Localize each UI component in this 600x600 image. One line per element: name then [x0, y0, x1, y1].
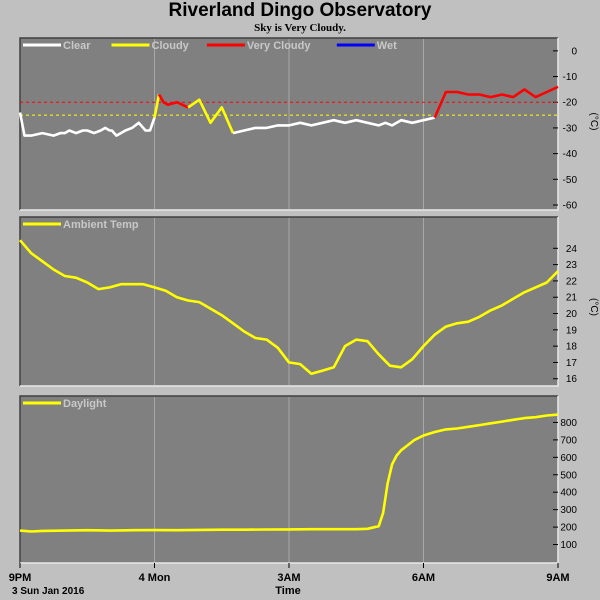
y-tick-label: 17: [566, 358, 578, 369]
y-tick-label: 18: [566, 342, 578, 353]
panel-bevel-shadow: [19, 37, 558, 210]
x-tick-label: 4 Mon: [139, 572, 171, 584]
legend-label: Clear: [63, 40, 91, 52]
y-tick-label: 700: [560, 435, 577, 446]
chart-panel-3: 800 700 600 500 400 300 200 100 Daylight: [19, 395, 577, 564]
chart-panel-2: 24 23 22 21 20 19 18 17 16 (°C) Ambient Temp: [19, 216, 599, 387]
page-title: Riverland Dingo Observatory: [168, 0, 432, 21]
series-line: [153, 94, 161, 118]
y-axis-label: (°C): [588, 298, 599, 316]
x-tick-label: 9PM: [9, 572, 32, 584]
y-tick-label: 200: [560, 523, 577, 534]
panel-bevel-light: [20, 38, 559, 211]
y-tick-label: 600: [560, 453, 577, 464]
y-tick-label: 24: [566, 244, 578, 255]
chart-panel-1: 0 -10 -20 -30 -40 -50 -60 (°C) Clear Cloudy Very C…: [18, 37, 599, 212]
y-tick-label: -10: [563, 72, 578, 83]
legend-label: Cloudy: [152, 40, 190, 52]
x-date-label: 3 Sun Jan 2016: [12, 586, 85, 597]
legend-label: Ambient Temp: [63, 219, 139, 231]
y-tick-label: 300: [560, 505, 577, 516]
legend-label: Daylight: [63, 398, 107, 410]
y-tick-label: 0: [571, 46, 577, 57]
sky-status: Sky is Very Cloudy.: [254, 22, 346, 34]
y-tick-label: -60: [563, 201, 578, 212]
y-tick-label: 16: [566, 374, 578, 385]
series-line: [18, 112, 156, 137]
y-tick-label: 20: [566, 309, 578, 320]
y-tick-label: 22: [566, 276, 578, 287]
panel-bevel-light: [20, 217, 559, 387]
y-tick-label: -20: [563, 98, 578, 109]
y-tick-label: 19: [566, 325, 578, 336]
series-line: [157, 93, 189, 109]
series-line: [19, 239, 559, 376]
panel-bevel-shadow: [19, 395, 558, 563]
y-tick-label: 400: [560, 488, 577, 499]
y-tick-label: 21: [566, 293, 578, 304]
y-tick-label: -40: [563, 149, 578, 160]
y-tick-label: 500: [560, 470, 577, 481]
y-tick-label: 100: [560, 540, 577, 551]
panel-bevel-shadow: [19, 216, 558, 386]
y-tick-label: -30: [563, 123, 578, 134]
y-tick-label: 23: [566, 260, 578, 271]
x-tick-label: 3AM: [277, 572, 300, 584]
x-tick-label: 9AM: [546, 572, 569, 584]
y-tick-label: 800: [560, 418, 577, 429]
x-axis-label: Time: [275, 585, 300, 597]
y-tick-label: -50: [563, 175, 578, 186]
series-line: [19, 413, 559, 533]
legend-label: Very Cloudy: [247, 40, 311, 52]
series-line: [187, 98, 235, 134]
y-axis-label: (°C): [588, 113, 599, 131]
series-line: [232, 116, 435, 135]
series-line: [433, 85, 559, 119]
legend-label: Wet: [377, 40, 397, 52]
x-tick-label: 6AM: [412, 572, 435, 584]
